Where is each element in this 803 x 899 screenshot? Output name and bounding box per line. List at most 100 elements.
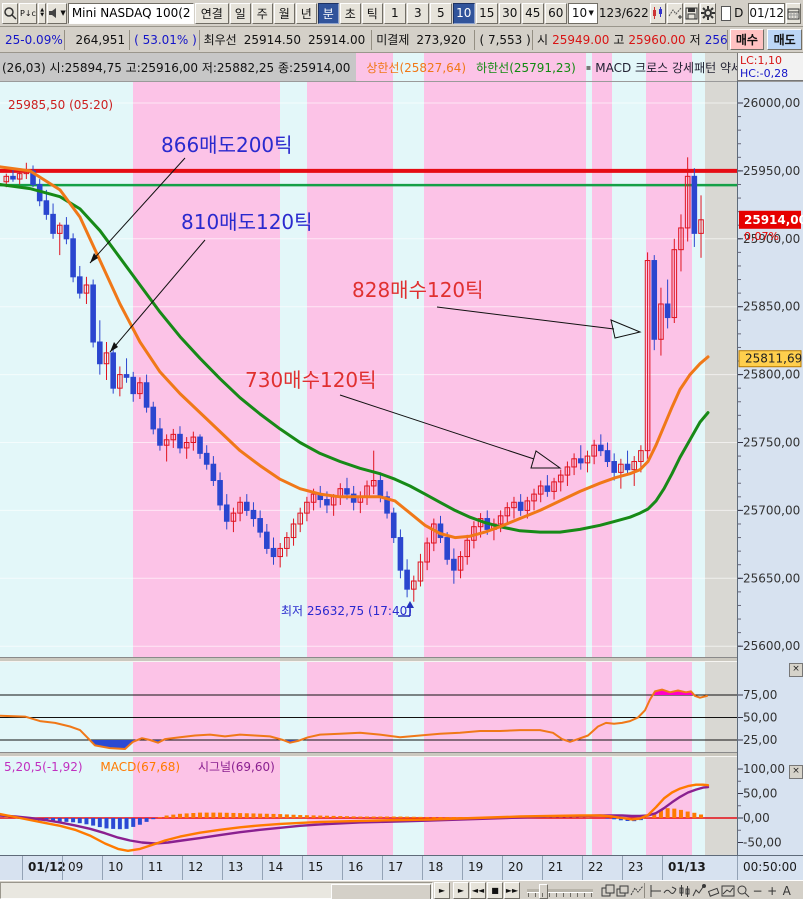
sound-icon[interactable]: ▼ — [47, 2, 67, 24]
sell-button[interactable]: 매도 — [767, 29, 802, 50]
pointer-mode-icon[interactable]: P↓c — [19, 2, 37, 24]
date-field[interactable]: 01/12 — [748, 2, 785, 24]
svg-text:25,00: 25,00 — [743, 733, 777, 747]
period-button-3[interactable]: 월 — [273, 2, 295, 24]
period-button-5[interactable]: 분 — [317, 2, 339, 24]
lc-value: LC:1,10 — [740, 54, 783, 67]
symbol-input[interactable] — [67, 2, 194, 24]
minute-button-15[interactable]: 15 — [475, 2, 498, 24]
period-button-6[interactable]: 초 — [339, 2, 361, 24]
minute-button-10[interactable]: 10 — [452, 2, 475, 24]
time-axis-label: 13 — [228, 860, 244, 874]
candle-tool-icon[interactable] — [677, 882, 692, 899]
slider-thumb[interactable] — [539, 884, 548, 899]
svg-text:25600,00: 25600,00 — [743, 639, 800, 653]
time-axis-label: 14 — [268, 860, 284, 874]
axis-tick-separator — [582, 856, 583, 881]
eraser-icon[interactable] — [706, 882, 721, 899]
svg-text:25700,00: 25700,00 — [743, 503, 800, 517]
copy-chart-icon[interactable] — [600, 882, 615, 899]
buy-button[interactable]: 매수 — [729, 29, 765, 50]
freehand-tool-icon[interactable] — [692, 882, 707, 899]
svg-text:50,00: 50,00 — [743, 711, 777, 725]
period-button-1[interactable]: 일 — [229, 2, 251, 24]
axis-tick-separator — [62, 856, 63, 881]
zoom-out-icon[interactable]: − — [752, 883, 763, 898]
interval-select[interactable]: 10 ▼ — [567, 2, 598, 24]
forward-button[interactable]: ►► — [504, 882, 520, 899]
svg-text:25950,00: 25950,00 — [743, 164, 800, 178]
signal-value-label: 시그널(69,60) — [197, 760, 275, 774]
open-interest-cell: 미결제 273,920 — [372, 29, 476, 50]
axis-tick-separator — [342, 856, 343, 881]
chart-area-icon[interactable] — [721, 882, 736, 899]
axis-tick-separator — [142, 856, 143, 881]
axis-tick-separator — [262, 856, 263, 881]
hc-value: HC:-0,28 — [740, 67, 789, 80]
save-icon[interactable] — [683, 2, 699, 24]
axis-tick-separator — [182, 856, 183, 881]
minute-button-5[interactable]: 5 — [429, 2, 452, 24]
period-button-4[interactable]: 년 — [295, 2, 317, 24]
minute-button-45[interactable]: 45 — [521, 2, 544, 24]
axis-tick-separator — [102, 856, 103, 881]
time-axis-label: 10 — [108, 860, 124, 874]
chart-area[interactable]: 26000,00 25950,00 25900,00 25850,00 25800,00… — [0, 53, 803, 855]
period-button-group: 연결 일 주 월 년 분 초 틱 — [194, 2, 383, 24]
time-axis-label: 09 — [68, 860, 84, 874]
stoch-params-label: 5,20,5(-1,92) — [4, 760, 83, 774]
period-button-2[interactable]: 주 — [251, 2, 273, 24]
cascade-icon[interactable] — [615, 882, 630, 899]
zoom-icon[interactable] — [735, 882, 750, 899]
zoom-in-icon[interactable]: + — [767, 883, 778, 898]
candlestick-chart[interactable]: 26000,00 25950,00 25900,00 25850,00 25800,00… — [0, 53, 803, 855]
search-icon[interactable] — [2, 2, 18, 24]
chevron-down-icon: ▼ — [588, 9, 594, 17]
time-axis-label: 22 — [588, 860, 604, 874]
stop-button[interactable]: ■ — [487, 882, 503, 899]
minute-button-60[interactable]: 60 — [544, 2, 567, 24]
period-button-0[interactable]: 연결 — [194, 2, 229, 24]
trend-arrow-icon[interactable] — [662, 882, 677, 899]
bottom-toolbar: ► ► ◄◄ ■ ►► − + A — [0, 880, 803, 899]
play-button[interactable]: ► — [453, 882, 469, 899]
axis-tick-separator — [622, 856, 623, 881]
axis-tick-separator — [222, 856, 223, 881]
day-checkbox[interactable] — [720, 5, 732, 21]
period-button-7[interactable]: 틱 — [361, 2, 383, 24]
time-axis-label: 11 — [148, 860, 164, 874]
svg-text:25900,00: 25900,00 — [743, 232, 800, 246]
minute-button-30[interactable]: 30 — [498, 2, 521, 24]
scroll-right-button[interactable]: ► — [434, 882, 450, 899]
close-icon[interactable]: × — [789, 765, 803, 779]
pattern-zigzag-icon[interactable] — [629, 882, 644, 899]
spinner-icon[interactable]: ▲ ▼ — [37, 2, 47, 24]
axis-tick-separator — [662, 856, 663, 881]
minute-button-3[interactable]: 3 — [406, 2, 429, 24]
close-icon[interactable]: × — [789, 663, 803, 677]
scrollbar-thumb[interactable] — [331, 884, 431, 899]
chart-scrollbar[interactable] — [0, 882, 433, 899]
text-tool-icon[interactable]: A — [782, 883, 791, 898]
calendar-icon[interactable] — [786, 2, 801, 24]
time-axis-label: 20 — [508, 860, 524, 874]
time-axis-label: 12 — [188, 860, 204, 874]
macd-legend: 5,20,5(-1,92) MACD(67,68) 시그널(69,60) — [4, 758, 289, 775]
svg-text:25800,00: 25800,00 — [743, 368, 800, 382]
volume-percent: ( 53.01% ) — [130, 29, 200, 50]
add-candle-icon[interactable] — [649, 2, 666, 24]
volume-value: 264,951 — [65, 29, 131, 50]
time-axis-label: 01/12 — [28, 860, 66, 874]
svg-text:26000,00: 26000,00 — [743, 96, 800, 110]
axis-tick-separator — [462, 856, 463, 881]
axis-tick-separator — [422, 856, 423, 881]
crosshair-tool-icon[interactable] — [648, 882, 663, 899]
rewind-button[interactable]: ◄◄ — [470, 882, 486, 899]
settings-icon[interactable] — [699, 2, 716, 24]
change-cell: 25 -0.09% — [1, 29, 65, 50]
minute-button-1[interactable]: 1 — [383, 2, 406, 24]
axis-tick-separator — [542, 856, 543, 881]
add-pattern-icon[interactable] — [666, 2, 683, 24]
